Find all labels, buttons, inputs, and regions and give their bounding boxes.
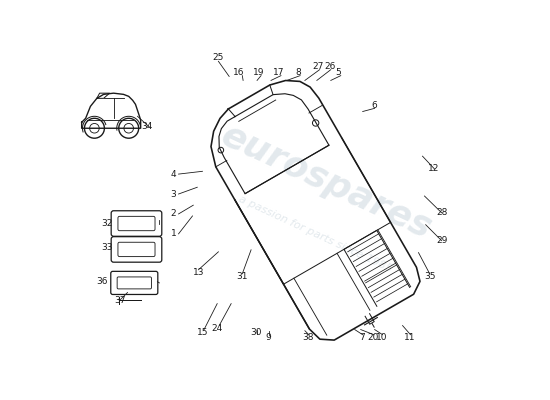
Text: 30: 30 [250, 328, 262, 337]
Text: 37: 37 [114, 296, 125, 305]
Text: 25: 25 [213, 53, 224, 62]
Text: 34: 34 [141, 122, 152, 131]
Text: 17: 17 [273, 68, 285, 77]
Text: 2: 2 [170, 210, 176, 218]
Text: 4: 4 [170, 170, 176, 178]
Text: 33: 33 [101, 243, 113, 252]
Text: 24: 24 [212, 324, 223, 333]
Text: 5: 5 [335, 68, 341, 77]
Text: 27: 27 [312, 62, 324, 71]
Text: 19: 19 [252, 68, 264, 77]
Text: 38: 38 [302, 333, 314, 342]
Text: 16: 16 [233, 68, 244, 77]
Text: 10: 10 [376, 333, 388, 342]
Text: eurospares: eurospares [216, 118, 438, 246]
Text: 29: 29 [436, 236, 447, 245]
Text: 11: 11 [404, 333, 415, 342]
Text: 3: 3 [170, 190, 176, 198]
Text: 36: 36 [96, 277, 107, 286]
Text: 8: 8 [295, 68, 301, 77]
Text: 7: 7 [359, 333, 365, 342]
Text: 20: 20 [367, 333, 378, 342]
Text: 13: 13 [192, 268, 204, 277]
Text: 32: 32 [101, 220, 112, 228]
Text: 15: 15 [197, 328, 208, 337]
Text: 28: 28 [436, 208, 447, 217]
Text: 31: 31 [236, 272, 248, 281]
Text: 6: 6 [371, 101, 377, 110]
Text: 12: 12 [428, 164, 439, 174]
Text: 35: 35 [424, 272, 436, 281]
Text: 1: 1 [170, 229, 176, 238]
Text: 9: 9 [265, 333, 271, 342]
Text: a passion for parts since 1985: a passion for parts since 1985 [236, 194, 393, 274]
Text: 26: 26 [324, 62, 336, 71]
